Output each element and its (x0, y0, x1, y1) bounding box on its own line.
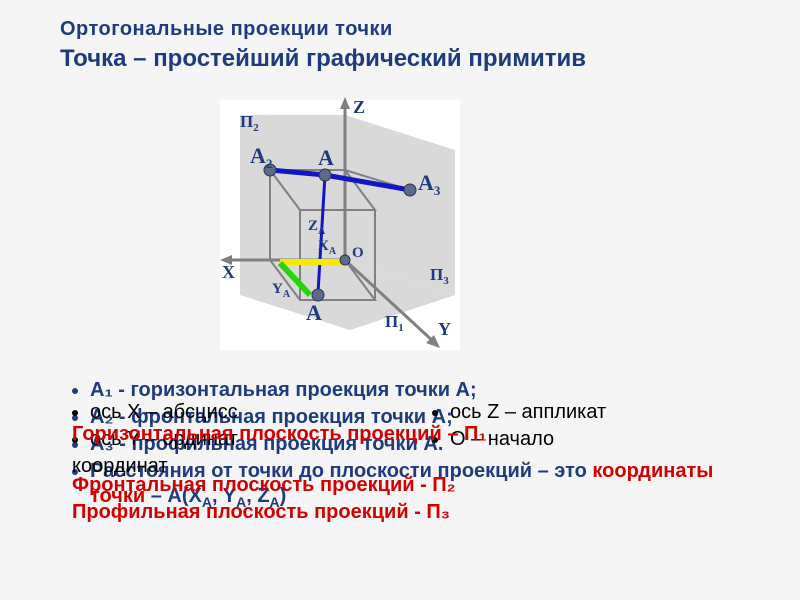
projection-diagram: Z X Y O П2 П3 П1 А А2 А3 А XA YA ZA (210, 95, 470, 355)
axis-y-label: Y (438, 319, 451, 339)
axis-z-label: Z (353, 97, 365, 117)
point-a1-label: А (306, 300, 322, 325)
legend-layer-red: Горизонтальная плоскость проекций – П₁ Ф… (60, 422, 740, 527)
point-a-label: А (318, 145, 334, 170)
axis-x-label: X (222, 262, 235, 282)
origin-label: O (352, 245, 364, 261)
plane-f-desc: Фронтальная плоскость проекций - П₂ (72, 473, 740, 498)
title-small: Ортогональные проекции точки (60, 18, 760, 41)
title-main: Точка – простейший графический примитив (60, 45, 760, 73)
plane-p-desc: Профильная плоскость проекций - П₃ (72, 500, 740, 525)
plane-h-desc: Горизонтальная плоскость проекций – П₁ (72, 422, 740, 447)
